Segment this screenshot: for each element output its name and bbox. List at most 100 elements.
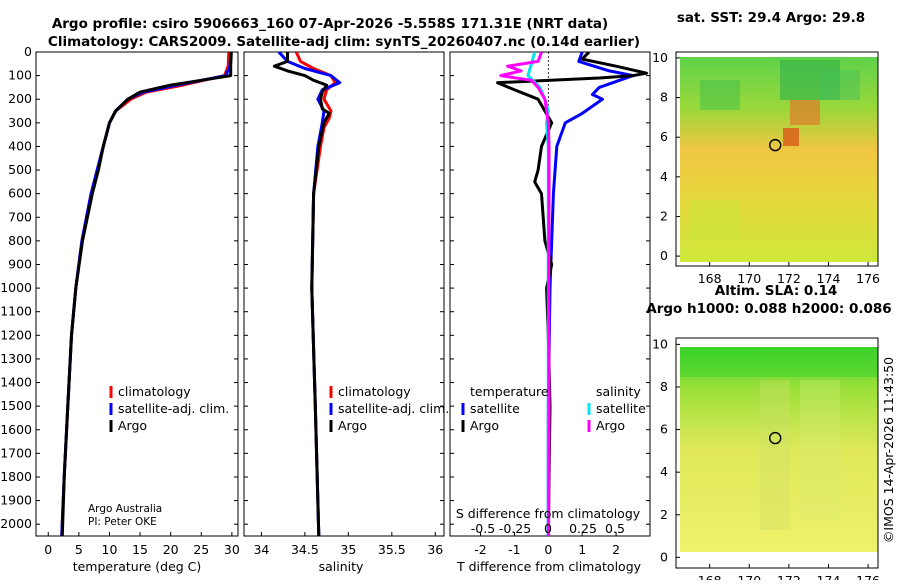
sst-map-patches	[690, 60, 860, 240]
map-axes-box	[675, 51, 879, 267]
legend-label-sal-satellite: satellite	[596, 401, 646, 416]
x-tick-label: 20	[163, 542, 179, 557]
map-y-tick-label: 6	[660, 422, 668, 437]
y-tick-label: 0	[24, 44, 32, 59]
y-tick-label: 800	[8, 233, 32, 248]
x-tick-label: -2	[474, 542, 486, 557]
difference-legend: temperature salinity satellite Argo sate…	[461, 384, 646, 433]
y-tick-label: 2000	[0, 516, 32, 531]
map-x-tick-label: 168	[698, 573, 722, 580]
temperature-xlabel: temperature (deg C)	[73, 559, 202, 574]
map-x-tick-label: 174	[817, 573, 841, 580]
legend-label-satellite: satellite-adj. clim.	[338, 401, 449, 416]
series-line-climatology	[60, 52, 231, 536]
map-y-tick-label: 2	[660, 208, 668, 223]
map-x-tick-label: 172	[777, 573, 801, 580]
argo-location-marker	[769, 138, 782, 152]
x-tick-label: 2	[612, 542, 620, 557]
map-y-tick-label: 2	[660, 507, 668, 522]
map-y-tick-label: 4	[660, 169, 668, 184]
series-line-temperature-satellite	[546, 52, 635, 536]
sst-map-panel: sat. SST: 29.4 Argo: 29.8 168 170 172 174 17…	[652, 10, 880, 286]
y-tick-label: 1400	[0, 375, 32, 390]
map-y-tick-label: 8	[660, 379, 668, 394]
y-tick-label: 400	[8, 138, 32, 153]
salinity-axes-box	[243, 51, 445, 537]
sla-map-field	[680, 347, 878, 552]
x-tick-label: 0	[544, 542, 552, 557]
x-tick-label: 36	[427, 542, 443, 557]
salinity-top-ticklabels: -0.5 -0.25 0 0.25 0.5	[471, 521, 625, 536]
y-tick-label: 100	[8, 68, 32, 83]
series-line-salinity-satellite	[526, 52, 550, 536]
map-x-tick-label: 176	[856, 573, 880, 580]
y-tick-label: 900	[8, 256, 32, 271]
legend-label-climatology: climatology	[118, 384, 191, 399]
x2-tick-label: 0	[544, 521, 552, 536]
legend-label-sal-argo: Argo	[596, 418, 625, 433]
temperature-axes-box	[35, 51, 239, 537]
figure-title-line1: Argo profile: csiro 5906663_160 07-Apr-2…	[52, 16, 608, 32]
map-y-tick-label: 0	[660, 549, 668, 564]
credit-line2: PI: Peter OKE	[88, 516, 157, 528]
sst-map-title: sat. SST: 29.4 Argo: 29.8	[677, 10, 865, 26]
legend-label-temp-argo: Argo	[470, 418, 499, 433]
y-tick-label: 300	[8, 115, 32, 130]
series-line-satellite-adj-clim-	[60, 52, 233, 536]
legend-label-climatology: climatology	[338, 384, 411, 399]
x-tick-label: 35.5	[378, 542, 406, 557]
x2-tick-label: 0.25	[569, 521, 597, 536]
map-x-tick-label: 170	[737, 271, 761, 286]
map-y-tick-label: 10	[652, 50, 668, 65]
x-tick-label: 1	[578, 542, 586, 557]
series-line-salinity-argo	[499, 52, 551, 536]
sla-map-title1: Altim. SLA: 0.14	[715, 283, 837, 299]
y-tick-label: 1500	[0, 398, 32, 413]
sla-map-panel: Altim. SLA: 0.14 Argo h1000: 0.088 h2000…	[646, 283, 891, 584]
x-tick-label: 34	[253, 542, 269, 557]
series-line-satellite-adj-clim-	[277, 52, 342, 536]
map-y-tick-label: 0	[660, 248, 668, 263]
sla-map-title2: Argo h1000: 0.088 h2000: 0.086	[646, 301, 891, 317]
argo-location-marker	[769, 431, 782, 445]
temperature-panel: 0100200300400500600700800900100011001200…	[0, 44, 240, 574]
x2-tick-label: 0.5	[605, 521, 625, 536]
sla-map-patches	[680, 347, 878, 530]
difference-xlabel: T difference from climatology	[456, 559, 642, 574]
y-tick-label: 1900	[0, 493, 32, 508]
salinity-xlabel: salinity	[319, 559, 364, 574]
map-y-tick-label: 6	[660, 129, 668, 144]
map-x-tick-label: 176	[856, 271, 880, 286]
map-axes-box	[675, 337, 879, 569]
y-tick-label: 200	[8, 91, 32, 106]
map-y-tick-label: 8	[660, 90, 668, 105]
credit-line1: Argo Australia	[88, 503, 162, 515]
series-line-temperature-argo	[496, 52, 649, 536]
figure-title-line2: Climatology: CARS2009. Satellite-adj cli…	[48, 34, 640, 50]
x-tick-label: 30	[224, 542, 240, 557]
x-tick-label: 15	[132, 542, 148, 557]
legend-label-argo: Argo	[118, 418, 147, 433]
x-tick-label: 5	[75, 542, 83, 557]
y-tick-label: 500	[8, 162, 32, 177]
map-x-tick-label: 170	[737, 573, 761, 580]
x-tick-label: 25	[193, 542, 209, 557]
y-tick-label: 1800	[0, 469, 32, 484]
map-x-tick-label: 174	[817, 271, 841, 286]
x-tick-label: 35	[340, 542, 356, 557]
y-tick-label: 1100	[0, 304, 32, 319]
difference-panel: -2 -1 0 1 2 S difference from climatology -0…	[449, 51, 651, 574]
legend-label-temp-satellite: satellite	[470, 401, 520, 416]
y-tick-label: 700	[8, 209, 32, 224]
map-y-tick-label: 4	[660, 464, 668, 479]
difference-x2label: S difference from climatology	[456, 506, 641, 521]
series-line-argo	[60, 52, 233, 536]
legend-title-salinity: salinity	[596, 384, 641, 399]
legend-title-temperature: temperature	[470, 384, 549, 399]
x-tick-label: 34.5	[291, 542, 319, 557]
y-tick-label: 600	[8, 186, 32, 201]
legend-label-argo: Argo	[338, 418, 367, 433]
legend-label-satellite: satellite-adj. clim.	[118, 401, 229, 416]
